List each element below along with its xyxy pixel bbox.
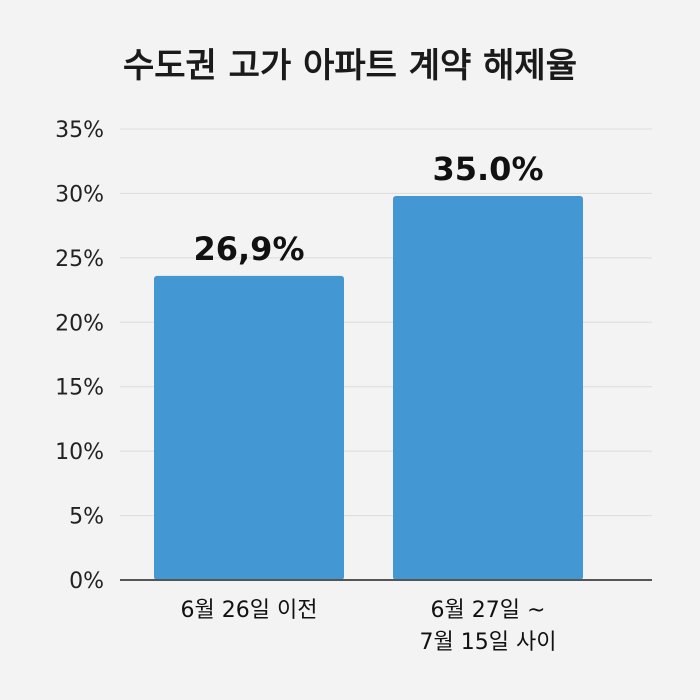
y-tick-label: 35%	[55, 118, 104, 143]
bar	[393, 196, 583, 580]
y-tick-label: 20%	[55, 311, 104, 336]
data-label: 35.0%	[432, 150, 543, 188]
y-tick-label: 10%	[55, 440, 104, 465]
data-label: 26,9%	[193, 230, 304, 268]
y-tick-label: 15%	[55, 376, 104, 401]
x-tick-label: 6월 26일 이전	[181, 598, 318, 623]
bar	[154, 275, 344, 580]
y-tick-label: 0%	[69, 569, 104, 594]
x-tick-label-line: 6월 26일 이전	[181, 598, 318, 623]
y-tick-label: 30%	[55, 182, 104, 207]
y-tick-label: 5%	[69, 505, 104, 530]
x-tick-label: 6월 27일 ~ 7월 15일 사이	[420, 598, 557, 655]
x-tick-label-line: 7월 15일 사이	[420, 630, 557, 655]
y-tick-label: 25%	[55, 247, 104, 272]
chart-title: 수도권 고가 아파트 계약 해제율	[123, 46, 577, 86]
x-tick-label-line: 6월 27일 ~	[431, 598, 546, 623]
